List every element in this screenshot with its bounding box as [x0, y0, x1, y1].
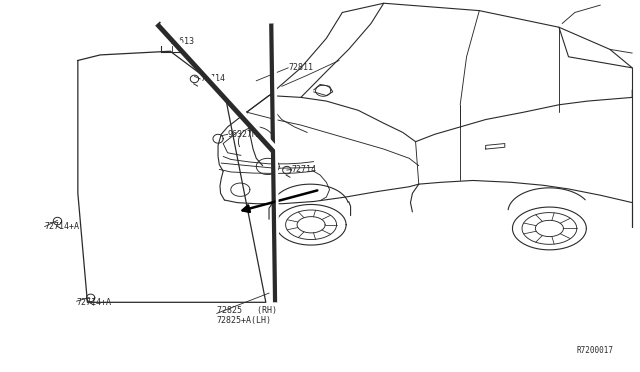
Text: 72825+A(LH): 72825+A(LH) [217, 316, 272, 325]
Text: 72714+A: 72714+A [45, 222, 80, 231]
Text: 72811: 72811 [288, 63, 313, 72]
Text: 72613: 72613 [169, 37, 194, 46]
Text: 72714: 72714 [291, 165, 316, 174]
Text: 96327M: 96327M [228, 130, 258, 139]
Text: 72825   (RH): 72825 (RH) [217, 306, 276, 315]
Text: 72714+A: 72714+A [77, 298, 111, 307]
Text: 72714: 72714 [200, 74, 225, 83]
Text: R7200017: R7200017 [576, 346, 613, 355]
